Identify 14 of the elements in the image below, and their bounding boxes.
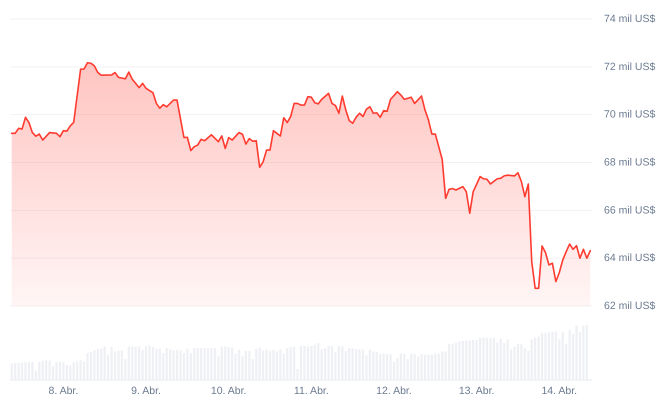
x-tick-label: 9. Abr.	[131, 385, 161, 397]
x-tick-label: 12. Abr.	[376, 385, 412, 397]
x-tick-label: 14. Abr.	[541, 385, 578, 397]
y-tick-label: 64 mil US$	[604, 252, 656, 264]
y-tick-label: 62 mil US$	[604, 300, 656, 312]
x-tick-label: 13. Abr.	[458, 385, 494, 397]
x-tick-label: 11. Abr.	[294, 385, 329, 397]
y-tick-label: 74 mil US$	[604, 13, 656, 25]
x-tick-label: 10. Abr.	[210, 385, 246, 397]
y-tick-label: 68 mil US$	[604, 156, 656, 168]
x-tick-label: 8. Abr.	[48, 385, 78, 397]
y-tick-label: 70 mil US$	[604, 108, 656, 121]
y-tick-label: 66 mil US$	[604, 204, 656, 216]
y-tick-label: 72 mil US$	[604, 60, 656, 73]
